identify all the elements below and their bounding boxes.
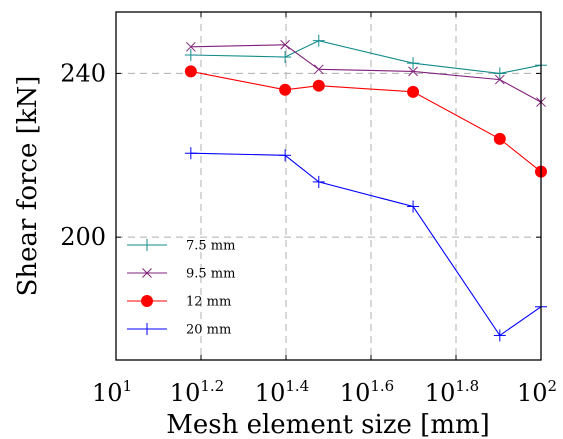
series-layer <box>184 34 547 342</box>
legend-item: 7.5 mm <box>127 239 235 254</box>
x-tick-label: 101.4 <box>255 377 309 407</box>
series-line <box>190 40 542 74</box>
x-tick-label: 101.6 <box>340 377 394 407</box>
legend-marker <box>141 323 153 335</box>
x-tick-label: 101.8 <box>425 377 479 407</box>
data-point <box>493 132 506 145</box>
data-point <box>312 34 325 47</box>
x-tick-label: 102 <box>517 377 557 407</box>
data-point <box>493 329 506 342</box>
x-tick-label: 101 <box>92 377 132 407</box>
data-point <box>408 66 418 77</box>
legend-marker <box>141 295 153 307</box>
legend: 7.5 mm 9.5 mm 12 mm 20 mm <box>127 239 235 338</box>
legend-label: 12 mm <box>186 295 231 310</box>
data-point <box>184 65 197 78</box>
legend-label: 7.5 mm <box>186 239 235 254</box>
legend-item: 9.5 mm <box>127 267 235 282</box>
data-point <box>184 48 197 61</box>
plot-frame <box>115 11 542 361</box>
data-point <box>185 41 196 52</box>
series-20-mm <box>184 147 547 342</box>
data-point <box>280 39 290 50</box>
series-12-mm <box>184 65 547 178</box>
data-point <box>407 57 420 70</box>
x-tick-labels: 101 101.2 101.4 101.6 101.8 102 <box>92 377 557 407</box>
legend-marker <box>142 268 152 278</box>
legend-label: 20 mm <box>186 323 231 338</box>
data-point <box>312 79 325 92</box>
y-axis-title: Shear force [kN] <box>13 76 43 297</box>
legend-label: 9.5 mm <box>186 267 235 282</box>
series-7-5-mm <box>184 34 547 80</box>
data-point <box>184 147 197 160</box>
data-point <box>279 51 292 64</box>
x-axis-title: Mesh element size [mm] <box>166 410 490 439</box>
x-tick-label: 101.2 <box>170 377 224 407</box>
y-tick-labels: 200 240 <box>60 59 106 251</box>
data-point <box>312 175 325 188</box>
series-line <box>190 152 542 337</box>
y-tick-label: 200 <box>60 223 106 251</box>
legend-marker <box>141 239 153 251</box>
legend-item: 12 mm <box>127 295 231 310</box>
series-line <box>190 70 542 173</box>
data-point <box>313 64 324 75</box>
y-tick-label: 240 <box>60 59 106 87</box>
data-point <box>407 85 420 98</box>
data-point <box>279 83 292 96</box>
data-point <box>407 200 420 213</box>
data-point <box>494 74 505 85</box>
axis-ticks <box>115 12 542 360</box>
grid <box>116 12 541 360</box>
legend-item: 20 mm <box>127 323 231 338</box>
data-point <box>279 149 292 162</box>
data-point <box>493 67 506 80</box>
series-line <box>190 44 542 103</box>
